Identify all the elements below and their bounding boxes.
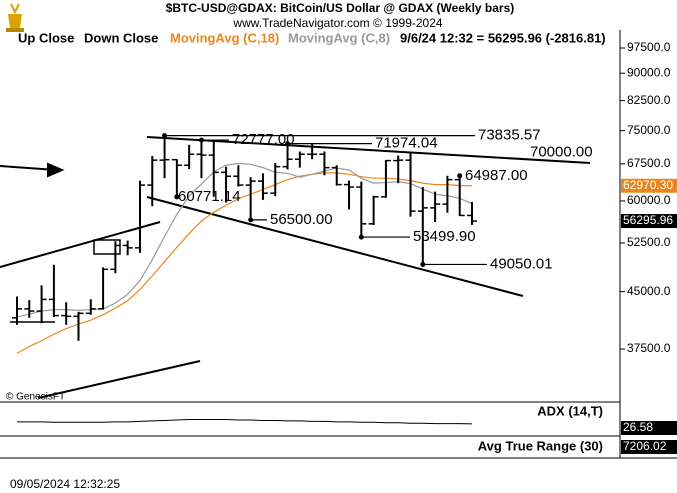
adx-value: 26.58: [623, 420, 653, 434]
y-tick-label: 75000.0: [627, 123, 671, 137]
last-value-label: 62970.30: [623, 178, 673, 192]
annotation-label: 64987.00: [465, 167, 528, 184]
logo: [6, 3, 24, 32]
y-tick-label: 97500.0: [627, 40, 671, 54]
annotation-label: 70000.00: [530, 143, 593, 160]
annotation-label: 60771.14: [178, 188, 241, 205]
timestamp: 09/05/2024 12:32:25: [10, 477, 120, 491]
annotation-label: 72777.00: [232, 131, 295, 148]
y-tick-label: 37500.0: [627, 341, 671, 355]
y-tick-label: 45000.0: [627, 284, 671, 298]
annotation-label: 73835.57: [478, 127, 541, 144]
y-tick-label: 52500.0: [627, 235, 671, 249]
trendlines: [0, 136, 591, 399]
last-value-box: [621, 214, 677, 229]
credit: © GenesisFT: [6, 392, 65, 403]
y-tick-label: 82500.0: [627, 93, 671, 107]
adx-line: [17, 419, 473, 425]
value-box: [621, 440, 677, 454]
y-tick-label: 90000.0: [627, 65, 671, 79]
y-tick-label: 67500.0: [627, 156, 671, 170]
legend-entry: MovingAvg (C,8): [288, 30, 390, 45]
last-value-label: 56295.96: [623, 213, 673, 227]
annotation-label: 71974.04: [375, 135, 438, 152]
annotation-label: 53499.90: [413, 228, 476, 245]
chart-title: $BTC-USD@GDAX: BitCoin/US Dollar @ GDAX …: [166, 1, 515, 15]
pane-label: ADX (14,T): [537, 403, 603, 418]
annotation-dot: [174, 194, 180, 200]
quote: 9/6/24 12:32 = 56295.96 (-2816.81): [400, 30, 606, 45]
y-tick-label: 60000.0: [627, 193, 671, 207]
value-box: [621, 421, 677, 435]
pane-label: Avg True Range (30): [478, 438, 603, 453]
annotation-label: 56500.00: [270, 211, 333, 228]
legend-entry: Up Close: [18, 30, 74, 45]
atr-value: 7206.02: [623, 439, 667, 453]
moving-average: [16, 172, 473, 354]
legend-entry: Down Close: [84, 30, 158, 45]
annotation-label: 49050.01: [490, 255, 553, 272]
chart-subtitle: www.TradeNavigator.com © 1999-2024: [232, 16, 442, 30]
last-value-box: [621, 178, 677, 193]
legend-entry: MovingAvg (C,18): [170, 30, 279, 45]
annotation-dot: [457, 173, 463, 179]
